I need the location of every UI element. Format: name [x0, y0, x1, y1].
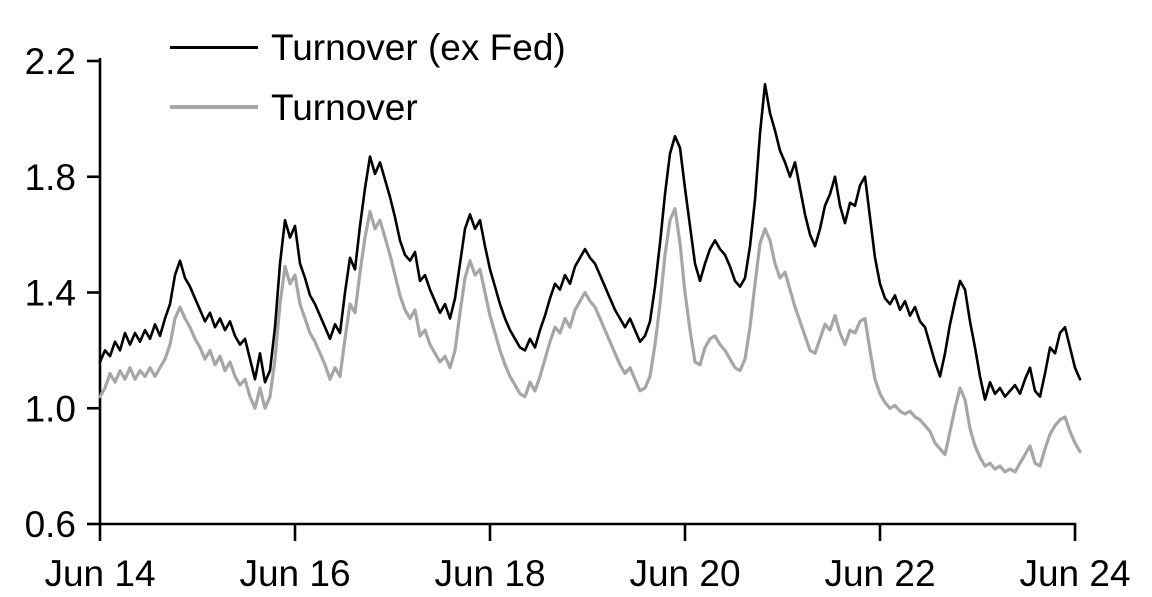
y-axis-tick-label: 0.6 [25, 504, 76, 545]
legend-item-turnover-ex-fed: Turnover (ex Fed) [170, 25, 566, 69]
chart-legend: Turnover (ex Fed) Turnover [170, 25, 566, 145]
x-axis-tick-label: Jun 14 [44, 553, 155, 594]
series-line-turnover-ex-fed [98, 82, 1082, 401]
legend-label-turnover-ex-fed: Turnover (ex Fed) [271, 26, 566, 68]
series-line-turnover [98, 207, 1082, 474]
x-axis-tick-label: Jun 18 [434, 553, 545, 594]
x-axis-tick-label: Jun 20 [629, 553, 740, 594]
legend-label-turnover: Turnover [271, 86, 418, 128]
y-axis-tick-label: 1.8 [25, 157, 76, 198]
x-axis-tick-label: Jun 24 [1019, 553, 1130, 594]
y-axis-tick-label: 1.0 [25, 388, 76, 429]
legend-line-swatch-black [170, 45, 258, 49]
legend-line-swatch-gray [170, 105, 258, 109]
x-axis-tick-label: Jun 16 [239, 553, 350, 594]
legend-item-turnover: Turnover [170, 85, 566, 129]
y-axis-tick-label: 1.4 [25, 273, 76, 314]
x-axis-tick-label: Jun 22 [824, 553, 935, 594]
y-axis-tick-label: 2.2 [25, 41, 76, 82]
